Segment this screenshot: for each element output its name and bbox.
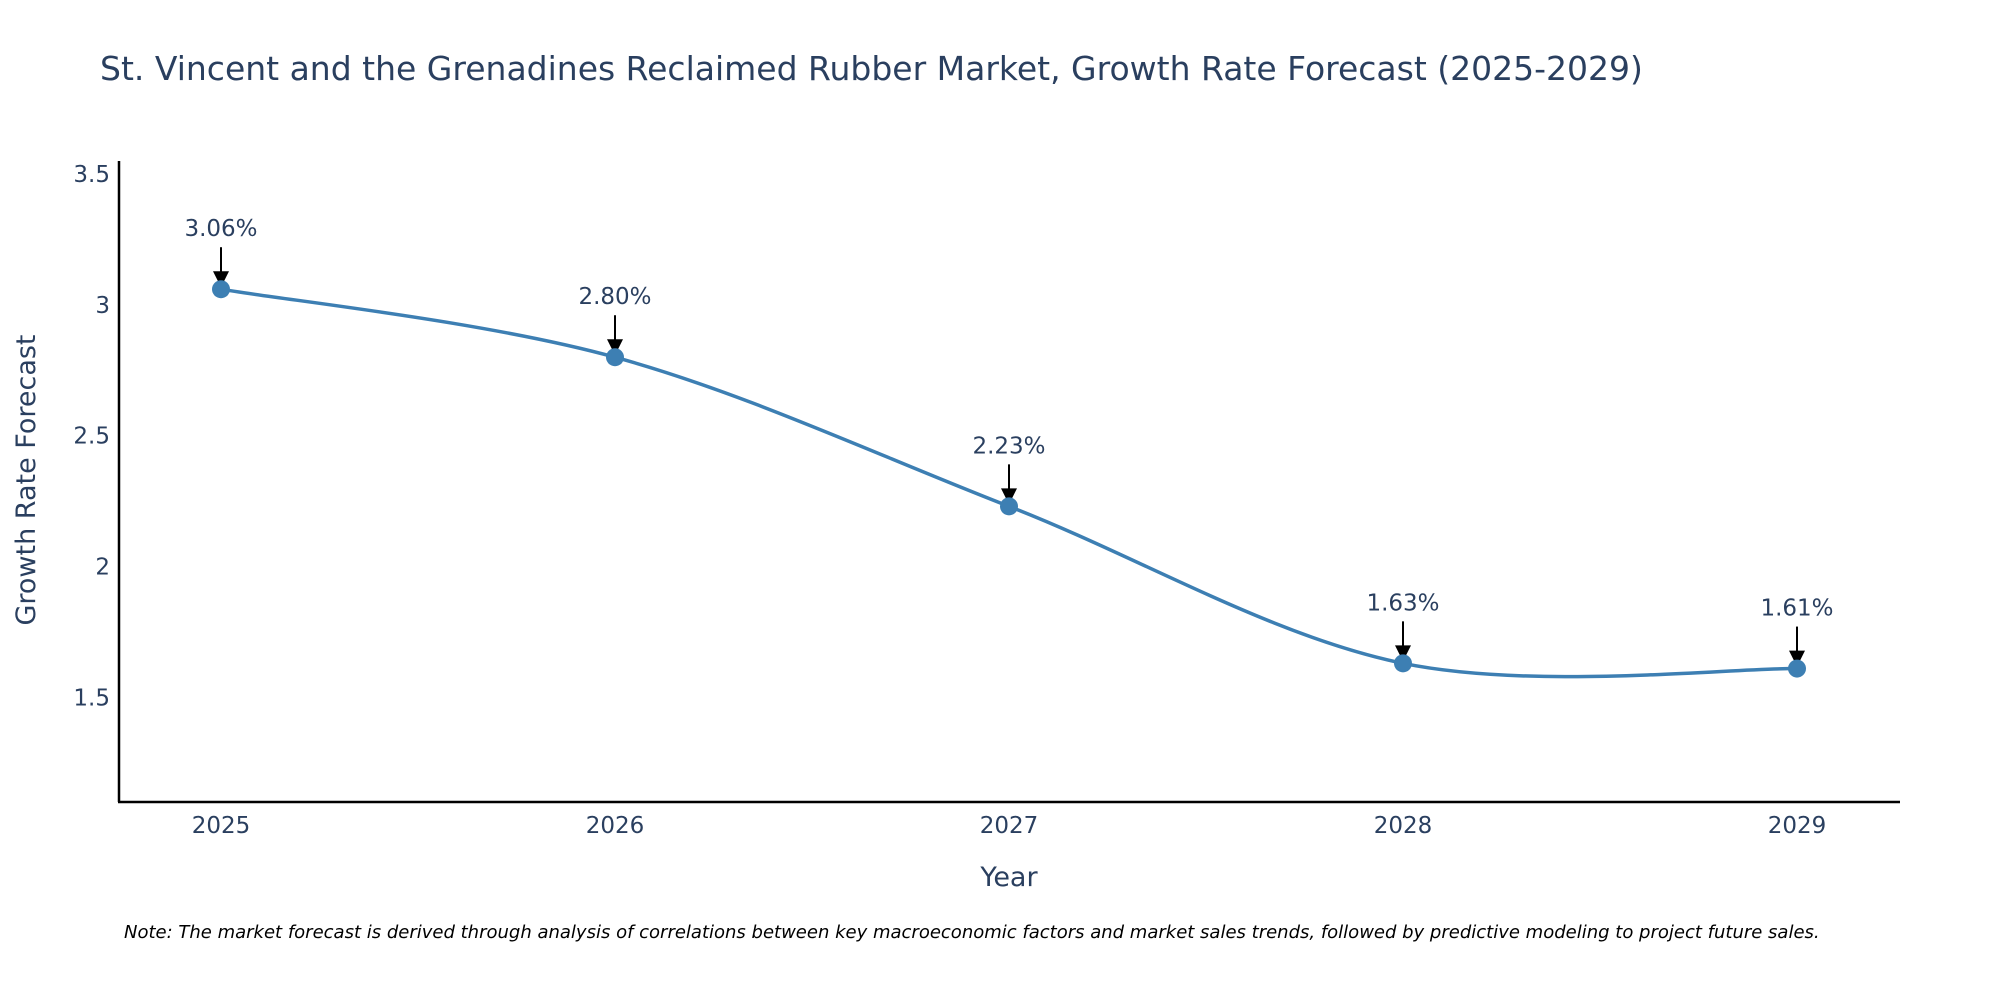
annotations: 3.06% 2.80% 2.23% 1.63% 1.61% [184, 216, 1834, 667]
plot-area: 3.06% 2.80% 2.23% 1.63% 1.61% [184, 216, 1834, 679]
data-label: 3.06% [184, 216, 257, 242]
data-markers [212, 280, 1806, 678]
footnote: Note: The market forecast is derived thr… [124, 922, 1820, 943]
x-tick-label: 2026 [586, 813, 645, 839]
y-tick-label: 3.5 [73, 162, 110, 188]
annotation-arrow-head [607, 339, 623, 356]
annotation-arrow-head [213, 271, 229, 288]
data-label: 1.61% [1760, 596, 1833, 622]
x-tick-label: 2027 [980, 813, 1039, 839]
data-point [606, 348, 624, 367]
data-label: 2.80% [578, 284, 651, 310]
y-tick-label: 2 [95, 555, 110, 581]
y-tick-label: 1.5 [73, 685, 110, 711]
x-axis-ticks: 2025 2026 2027 2028 2029 [192, 813, 1827, 839]
y-axis-ticks: 1.5 2 2.5 3 3.5 [73, 162, 110, 711]
annotation-arrow-head [1001, 488, 1017, 505]
x-axis-title: Year [979, 862, 1038, 893]
data-point [1394, 654, 1412, 673]
data-label: 2.23% [972, 433, 1045, 459]
data-point [1788, 659, 1806, 678]
annotation-arrow-head [1789, 650, 1805, 667]
y-tick-label: 3 [95, 293, 110, 319]
y-axis-title: Growth Rate Forecast [11, 334, 42, 625]
x-tick-label: 2028 [1374, 813, 1433, 839]
x-tick-label: 2029 [1768, 813, 1827, 839]
x-tick-label: 2025 [192, 813, 251, 839]
data-point [212, 280, 230, 299]
data-point [1000, 497, 1018, 516]
chart-title: St. Vincent and the Grenadines Reclaimed… [100, 49, 1643, 88]
annotation-arrow-head [1395, 645, 1411, 662]
y-tick-label: 2.5 [73, 424, 110, 450]
data-label: 1.63% [1366, 590, 1439, 616]
